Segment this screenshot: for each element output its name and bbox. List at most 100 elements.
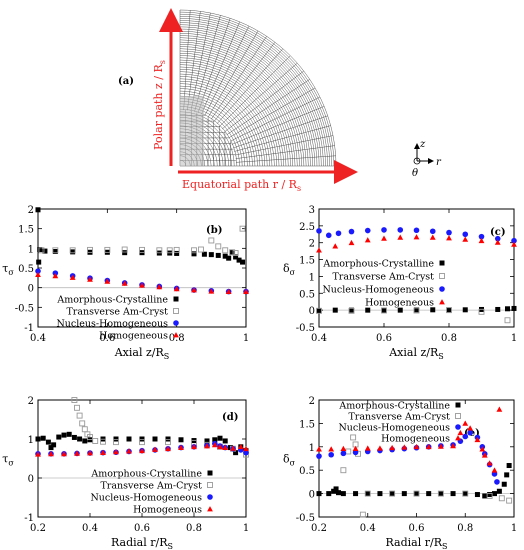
- legend-label: Homogeneous: [381, 434, 450, 445]
- mesh-spoke: [204, 25, 250, 116]
- data-point: [348, 239, 355, 246]
- legend-marker: [207, 470, 213, 476]
- data-point: [413, 490, 420, 497]
- data-point: [430, 307, 436, 313]
- data-point: [82, 438, 88, 444]
- legend-label: Homogeneous: [99, 331, 168, 342]
- mesh-spoke: [233, 115, 328, 149]
- y-tick-label: 0.5: [299, 289, 315, 300]
- y-tick-label: -1: [24, 513, 34, 524]
- data-point: [446, 307, 452, 314]
- data-point: [71, 434, 77, 440]
- data-point: [462, 236, 469, 242]
- data-point: [482, 493, 488, 499]
- mesh-spoke: [226, 79, 310, 135]
- x-tick-label: 0.8: [169, 333, 185, 344]
- data-point: [492, 491, 497, 497]
- data-point: [233, 254, 239, 260]
- data-point: [413, 234, 420, 240]
- data-point: [425, 443, 432, 450]
- x-axis-label: Axial z/RS: [388, 346, 444, 361]
- data-point: [450, 491, 456, 497]
- data-point: [156, 284, 163, 290]
- data-point: [462, 491, 468, 497]
- data-point: [217, 443, 223, 450]
- data-point: [173, 285, 180, 292]
- chart-d: 0.2 0.4 0.6 0.8 1 -1 0 1 2 Radial r/RS τσ (d) Amorph…: [2, 396, 249, 550]
- data-point: [197, 246, 204, 253]
- data-point: [349, 307, 354, 313]
- legend-label: Transverse Am-Cryst: [348, 412, 450, 423]
- data-point: [364, 237, 371, 243]
- data-point: [335, 230, 342, 237]
- x-tick-label: 1: [511, 333, 517, 344]
- legend-label: Amorphous-Crystalline: [338, 401, 450, 412]
- legend-marker: [439, 286, 445, 292]
- data-point: [139, 447, 145, 454]
- data-point: [333, 486, 339, 492]
- legend-marker: [455, 402, 461, 408]
- legend-label: Amorphous-Crystalline: [90, 469, 202, 480]
- data-point: [413, 443, 420, 450]
- legend-marker: [439, 260, 445, 266]
- data-point: [389, 490, 396, 497]
- data-point: [66, 431, 72, 437]
- legend-label: Amorphous-Crystalline: [56, 295, 168, 306]
- data-point: [152, 446, 158, 452]
- data-point: [74, 404, 80, 411]
- data-point: [446, 307, 452, 313]
- data-point: [139, 282, 145, 288]
- legend-marker: [455, 424, 461, 430]
- data-point: [506, 497, 513, 504]
- data-point: [377, 491, 383, 497]
- x-tick-label: 0.2: [30, 523, 46, 534]
- legend-marker: [207, 506, 213, 512]
- data-point: [208, 288, 215, 294]
- mesh-spoke: [228, 87, 316, 139]
- data-point: [225, 288, 232, 294]
- legend-label: Transverse Am-Cryst: [332, 272, 434, 283]
- series-homogeneous: [316, 406, 503, 473]
- series-amorphous-crystalline: [316, 463, 512, 499]
- series-homogeneous: [35, 441, 249, 457]
- data-point: [139, 436, 145, 442]
- y-tick-label: 0: [309, 306, 315, 317]
- data-point: [462, 307, 468, 313]
- data-point: [71, 397, 78, 403]
- data-point: [87, 450, 93, 456]
- data-point: [365, 491, 371, 497]
- chart-b: 0.4 0.6 0.8 1 -1 -0.5 0 0.5 1 1.5 2 Axial z/RS τσ (b)…: [2, 205, 249, 361]
- data-point: [204, 438, 210, 444]
- theta-axis-circle: [413, 157, 421, 165]
- data-point: [413, 307, 420, 314]
- data-point: [340, 467, 347, 474]
- data-point: [381, 227, 387, 233]
- data-point: [316, 491, 322, 497]
- x-tick-label: 0.6: [99, 333, 115, 344]
- y-tick-label: 1.5: [299, 256, 315, 267]
- data-point: [236, 257, 242, 263]
- data-point: [381, 307, 387, 314]
- data-point: [212, 437, 218, 443]
- data-point: [316, 307, 322, 314]
- data-point: [191, 287, 197, 293]
- x-tick-label: 0.6: [134, 523, 150, 534]
- data-point: [229, 249, 236, 256]
- data-point: [413, 227, 420, 234]
- mesh-spoke: [222, 62, 298, 130]
- data-point: [126, 448, 132, 454]
- data-point: [316, 247, 322, 253]
- data-point: [350, 434, 357, 441]
- y-tick-label: 2: [28, 205, 34, 216]
- data-point: [474, 436, 481, 443]
- axis-theta-label: θ: [412, 168, 418, 179]
- panel-label-c: (c): [490, 227, 506, 238]
- x-tick-label: 0.8: [186, 523, 202, 534]
- legend-marker: [173, 332, 179, 338]
- data-point: [38, 247, 45, 254]
- mesh-spoke: [183, 10, 191, 110]
- data-point: [37, 247, 43, 253]
- data-point: [332, 243, 339, 249]
- y-tick-label: 1.5: [299, 419, 315, 430]
